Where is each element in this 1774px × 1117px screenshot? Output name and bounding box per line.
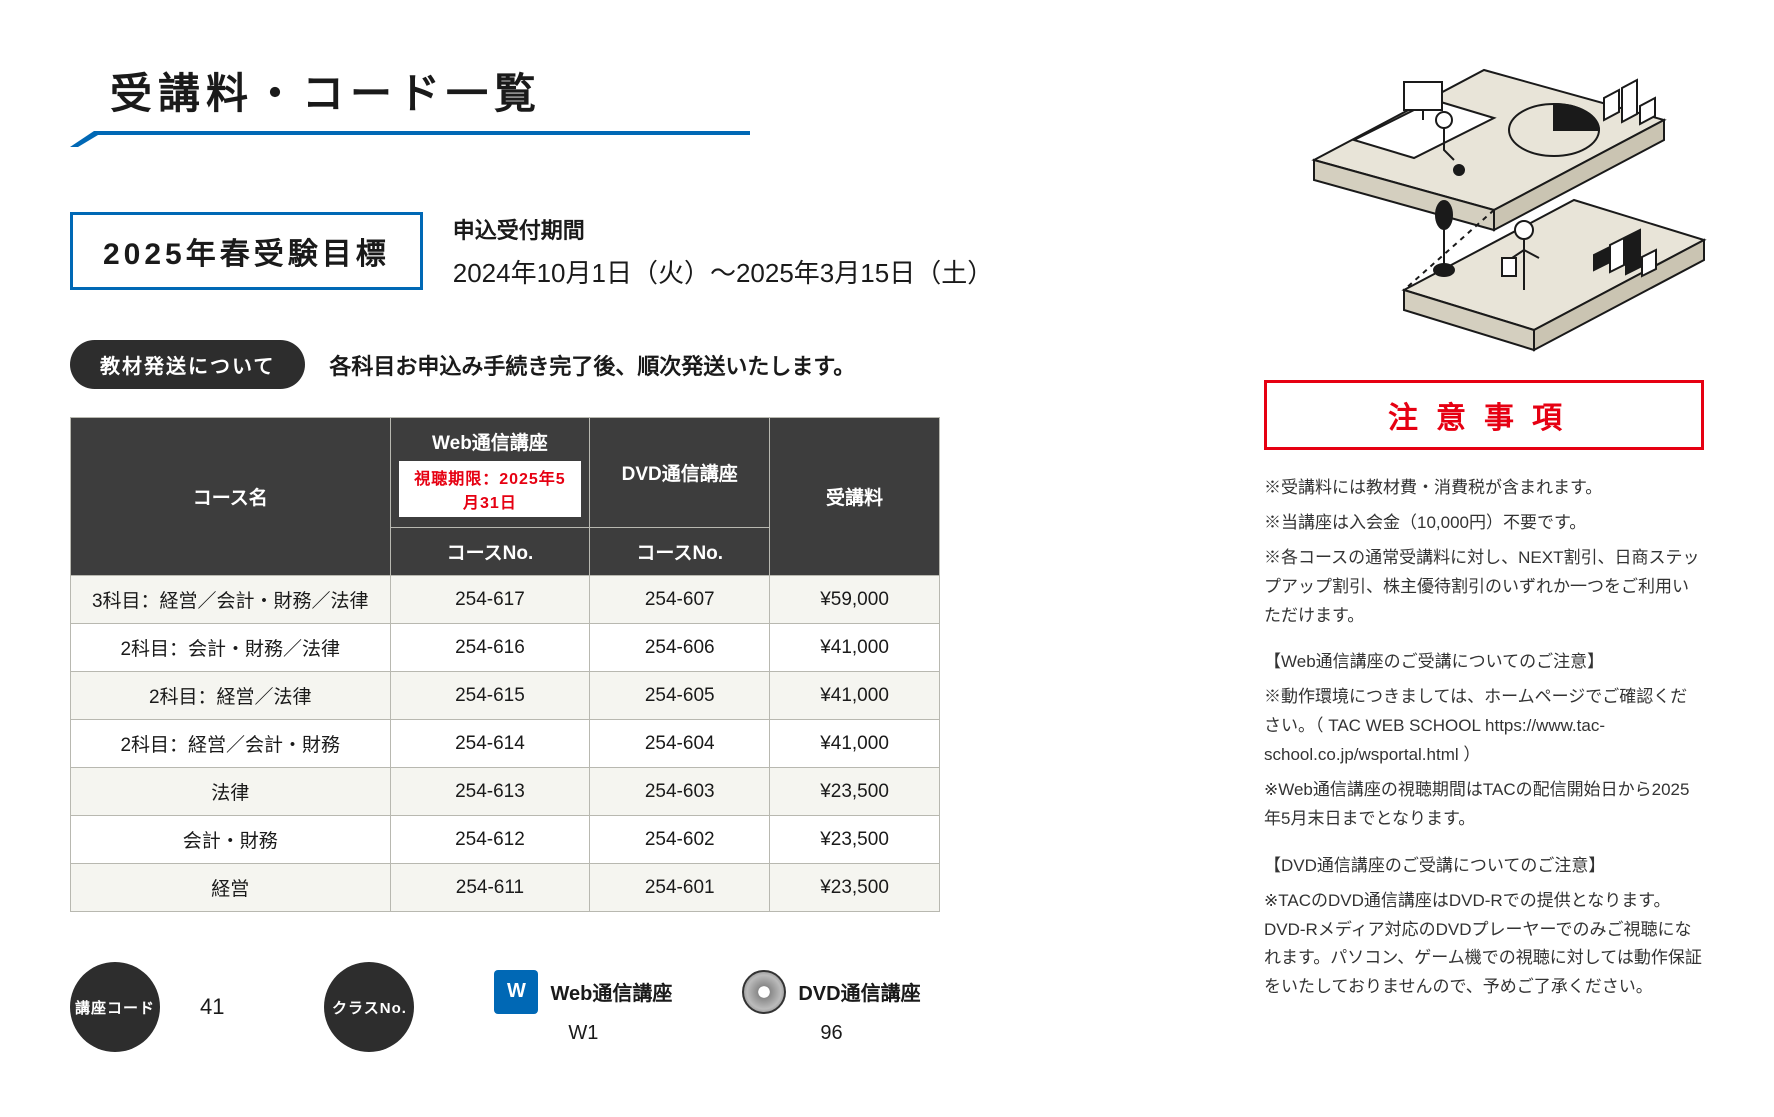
cell-fee: ¥41,000 [770, 720, 940, 768]
cell-fee: ¥41,000 [770, 672, 940, 720]
application-period: 申込受付期間 2024年10月1日（火）～2025年3月15日（土） [453, 213, 993, 290]
cell-course: 会計・財務 [71, 816, 391, 864]
th-dvd-no: コースNo. [590, 528, 770, 576]
table-row: 経営 254-611 254-601 ¥23,500 [71, 864, 940, 912]
cell-web: 254-613 [390, 768, 590, 816]
media-web-code: W1 [568, 1022, 598, 1045]
cell-dvd: 254-605 [590, 672, 770, 720]
cell-fee: ¥59,000 [770, 576, 940, 624]
notice-line: ※動作環境につきましては、ホームページでご確認ください。（ TAC WEB SC… [1264, 683, 1704, 770]
notice-line: ※受講料には教材費・消費税が含まれます。 [1264, 474, 1704, 503]
cell-dvd: 254-603 [590, 768, 770, 816]
isometric-illustration-icon [1294, 40, 1714, 370]
cell-web: 254-615 [390, 672, 590, 720]
th-web-no: コースNo. [390, 528, 590, 576]
title-underline-icon [70, 131, 750, 147]
notice-body: ※受講料には教材費・消費税が含まれます。 ※当講座は入会金（10,000円）不要… [1264, 474, 1704, 1002]
table-row: 会計・財務 254-612 254-602 ¥23,500 [71, 816, 940, 864]
notice-line: ※Web通信講座の視聴期間はTACの配信開始日から2025年5月末日までとなりま… [1264, 776, 1704, 834]
cell-dvd: 254-606 [590, 624, 770, 672]
class-no-circle: クラスNo. [324, 962, 414, 1052]
notice-panel: 注意事項 ※受講料には教材費・消費税が含まれます。 ※当講座は入会金（10,00… [1264, 380, 1704, 1008]
cell-web: 254-616 [390, 624, 590, 672]
web-deadline-badge: 視聴期限：2025年5月31日 [399, 461, 582, 517]
notice-title: 注意事項 [1264, 380, 1704, 450]
notice-line: ※TACのDVD通信講座はDVD-Rでの提供となります。DVD-Rメディア対応の… [1264, 887, 1704, 1003]
target-box: 2025年春受験目標 [70, 212, 423, 290]
cell-fee: ¥41,000 [770, 624, 940, 672]
cell-fee: ¥23,500 [770, 768, 940, 816]
th-course: コース名 [71, 418, 391, 576]
web-icon: W [494, 970, 538, 1014]
media-dvd: DVD通信講座 96 [742, 970, 920, 1045]
cell-course: 3科目：経営／会計・財務／法律 [71, 576, 391, 624]
period-label: 申込受付期間 [453, 213, 993, 245]
notice-line: 【Web通信講座のご受講についてのご注意】 [1264, 648, 1704, 677]
media-web: W Web通信講座 W1 [494, 970, 672, 1045]
course-code-circle: 講座コード [70, 962, 160, 1052]
cell-course: 2科目：経営／会計・財務 [71, 720, 391, 768]
cell-dvd: 254-604 [590, 720, 770, 768]
shipping-text: 各科目お申込み手続き完了後、順次発送いたします。 [329, 349, 855, 381]
media-dvd-code: 96 [820, 1022, 842, 1045]
media-dvd-label: DVD通信講座 [798, 977, 920, 1006]
course-code-value: 41 [200, 994, 224, 1020]
th-web: Web通信講座 視聴期限：2025年5月31日 [390, 418, 590, 528]
notice-line: ※各コースの通常受講料に対し、NEXT割引、日商ステップアップ割引、株主優待割引… [1264, 544, 1704, 631]
cell-dvd: 254-602 [590, 816, 770, 864]
dvd-icon [742, 970, 786, 1014]
table-row: 3科目：経営／会計・財務／法律 254-617 254-607 ¥59,000 [71, 576, 940, 624]
cell-fee: ¥23,500 [770, 816, 940, 864]
cell-web: 254-617 [390, 576, 590, 624]
cell-web: 254-611 [390, 864, 590, 912]
notice-line: 【DVD通信講座のご受講についてのご注意】 [1264, 852, 1704, 881]
course-table: コース名 Web通信講座 視聴期限：2025年5月31日 DVD通信講座 受講料… [70, 417, 940, 912]
th-web-label: Web通信講座 [399, 428, 582, 455]
notice-line: ※当講座は入会金（10,000円）不要です。 [1264, 509, 1704, 538]
media-web-label: Web通信講座 [550, 977, 672, 1006]
cell-web: 254-612 [390, 816, 590, 864]
cell-fee: ¥23,500 [770, 864, 940, 912]
cell-dvd: 254-607 [590, 576, 770, 624]
cell-dvd: 254-601 [590, 864, 770, 912]
shipping-pill: 教材発送について [70, 340, 305, 389]
th-dvd: DVD通信講座 [590, 418, 770, 528]
table-row: 2科目：会計・財務／法律 254-616 254-606 ¥41,000 [71, 624, 940, 672]
cell-course: 2科目：経営／法律 [71, 672, 391, 720]
table-row: 2科目：経営／会計・財務 254-614 254-604 ¥41,000 [71, 720, 940, 768]
table-row: 法律 254-613 254-603 ¥23,500 [71, 768, 940, 816]
cell-web: 254-614 [390, 720, 590, 768]
cell-course: 法律 [71, 768, 391, 816]
table-row: 2科目：経営／法律 254-615 254-605 ¥41,000 [71, 672, 940, 720]
cell-course: 2科目：会計・財務／法律 [71, 624, 391, 672]
period-text: 2024年10月1日（火）～2025年3月15日（土） [453, 253, 993, 290]
th-fee: 受講料 [770, 418, 940, 576]
cell-course: 経営 [71, 864, 391, 912]
